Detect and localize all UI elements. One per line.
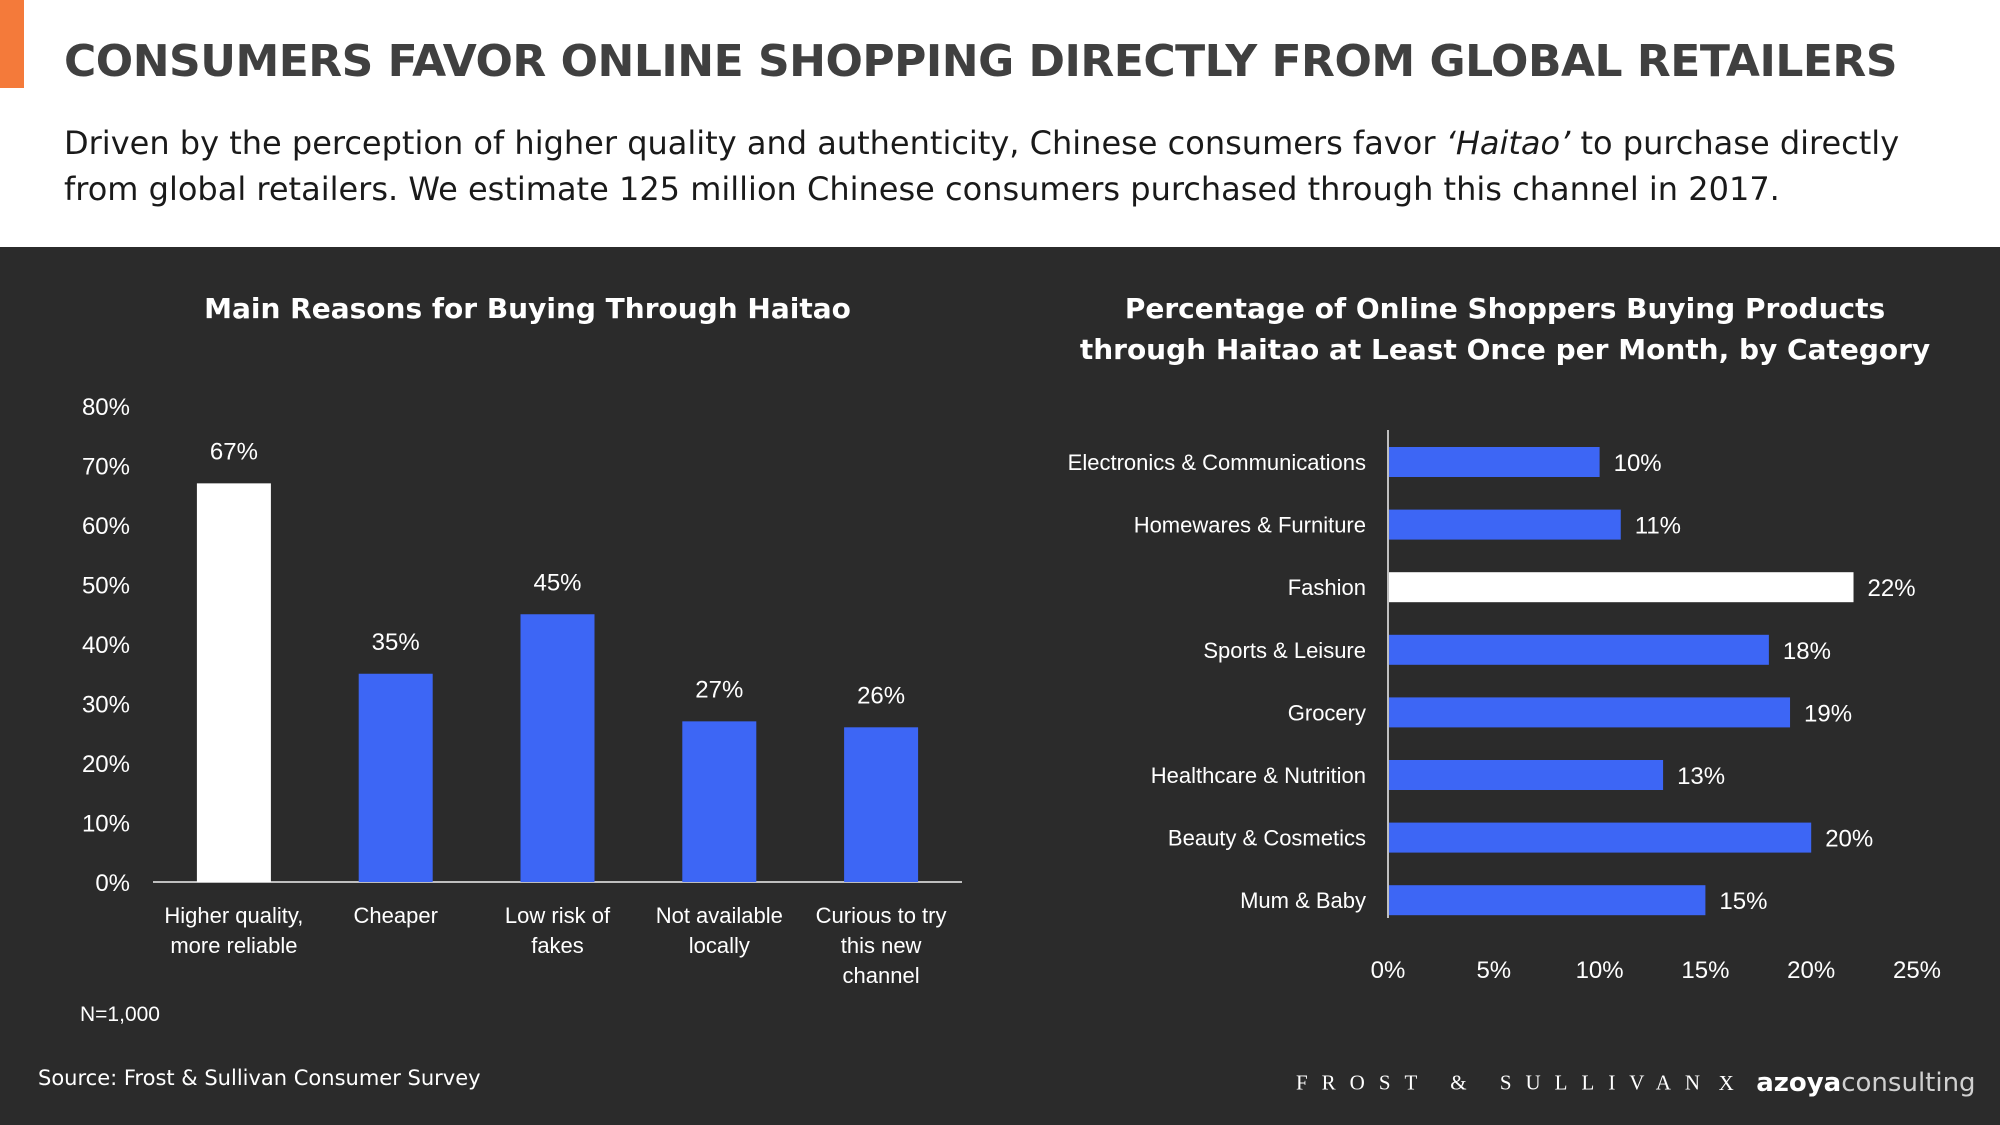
- x-tick-label: 15%: [1681, 957, 1729, 984]
- data-label: 22%: [1868, 575, 1916, 602]
- category-label: Curious to try: [816, 903, 947, 928]
- y-tick-label: 20%: [82, 751, 130, 778]
- y-tick-label: 30%: [82, 692, 130, 719]
- logo-separator: X: [1718, 1070, 1734, 1095]
- bar: [1389, 572, 1854, 603]
- bar: [844, 727, 919, 882]
- category-label: Mum & Baby: [1240, 888, 1366, 913]
- category-label: more reliable: [170, 933, 297, 958]
- category-label: Healthcare & Nutrition: [1151, 763, 1366, 788]
- data-label: 45%: [533, 569, 581, 596]
- y-tick-label: 10%: [82, 811, 130, 838]
- data-label: 10%: [1614, 450, 1662, 477]
- bar: [1389, 697, 1791, 728]
- category-label: fakes: [531, 933, 584, 958]
- category-label: Fashion: [1288, 575, 1366, 600]
- y-tick-label: 60%: [82, 513, 130, 540]
- azoya-logo-bold: azoya: [1756, 1068, 1842, 1098]
- category-label: Sports & Leisure: [1203, 638, 1366, 663]
- data-label: 26%: [857, 682, 905, 709]
- data-label: 13%: [1677, 763, 1725, 790]
- right-chart-title-line-2: through Haitao at Least Once per Month, …: [1079, 333, 1931, 366]
- y-tick-label: 80%: [82, 394, 130, 421]
- category-label: Not available: [656, 903, 783, 928]
- subtitle-emphasis: ‘Haitao’: [1445, 124, 1571, 162]
- bar: [1389, 634, 1769, 665]
- right-chart-title: Percentage of Online Shoppers Buying Pro…: [1050, 288, 1960, 370]
- bar: [358, 673, 433, 882]
- page-subtitle: Driven by the perception of higher quali…: [64, 120, 1944, 212]
- chart-panel: [0, 247, 2000, 1125]
- bar: [1389, 447, 1600, 477]
- right-chart-title-line-1: Percentage of Online Shoppers Buying Pro…: [1124, 292, 1886, 325]
- category-label: Beauty & Cosmetics: [1168, 826, 1366, 851]
- y-tick-label: 50%: [82, 573, 130, 600]
- brand-logos: FROST & SULLIVAN X azoyaconsulting: [1296, 1068, 1976, 1102]
- data-label: 35%: [372, 629, 420, 656]
- y-tick-label: 40%: [82, 632, 130, 659]
- frost-sullivan-logo: FROST & SULLIVAN: [1296, 1070, 1715, 1095]
- sample-size-note: N=1,000: [80, 1003, 160, 1026]
- category-label: locally: [689, 933, 750, 958]
- category-label: this new: [841, 933, 922, 958]
- bar: [196, 483, 271, 882]
- bar: [520, 614, 595, 882]
- bar: [1389, 822, 1812, 853]
- category-label: Cheaper: [354, 903, 438, 928]
- left-chart-title: Main Reasons for Buying Through Haitao: [204, 292, 851, 325]
- bar: [1389, 885, 1706, 916]
- bar: [682, 721, 757, 882]
- data-label: 20%: [1825, 826, 1873, 853]
- left-bar-chart: 0% 10% 20% 30% 40% 50% 60% 70% 80% 67% Higher qual…: [82, 394, 962, 988]
- accent-bar: [0, 0, 24, 88]
- data-label: 19%: [1804, 700, 1852, 727]
- x-tick-label: 20%: [1787, 957, 1835, 984]
- category-label: Homewares & Furniture: [1134, 513, 1366, 538]
- category-label: Higher quality,: [164, 903, 303, 928]
- subtitle-text-start: Driven by the perception of higher quali…: [64, 124, 1446, 162]
- bar: [1389, 509, 1621, 540]
- data-label: 18%: [1783, 638, 1831, 665]
- subtitle-text-end: to purchase directly from global retaile…: [64, 124, 1900, 208]
- x-tick-label: 0%: [1371, 957, 1406, 984]
- azoya-logo-light: consulting: [1841, 1068, 1976, 1098]
- category-label: Low risk of: [505, 903, 611, 928]
- x-tick-label: 25%: [1893, 957, 1941, 984]
- category-label: Grocery: [1288, 700, 1366, 725]
- page-title: CONSUMERS FAVOR ONLINE SHOPPING DIRECTLY…: [64, 36, 1898, 87]
- x-tick-label: 5%: [1476, 957, 1511, 984]
- data-label: 67%: [210, 438, 258, 465]
- data-label: 15%: [1719, 888, 1767, 915]
- data-label: 27%: [695, 676, 743, 703]
- category-label: channel: [843, 963, 920, 988]
- source-note: Source: Frost & Sullivan Consumer Survey: [38, 1066, 481, 1090]
- data-label: 11%: [1635, 513, 1681, 540]
- category-label: Electronics & Communications: [1068, 450, 1366, 475]
- x-tick-label: 10%: [1576, 957, 1624, 984]
- bar: [1389, 760, 1664, 790]
- right-bar-chart: Electronics & Communications 10% Homewares…: [1068, 430, 1941, 984]
- y-tick-label: 70%: [82, 454, 130, 481]
- y-tick-label: 0%: [95, 870, 130, 897]
